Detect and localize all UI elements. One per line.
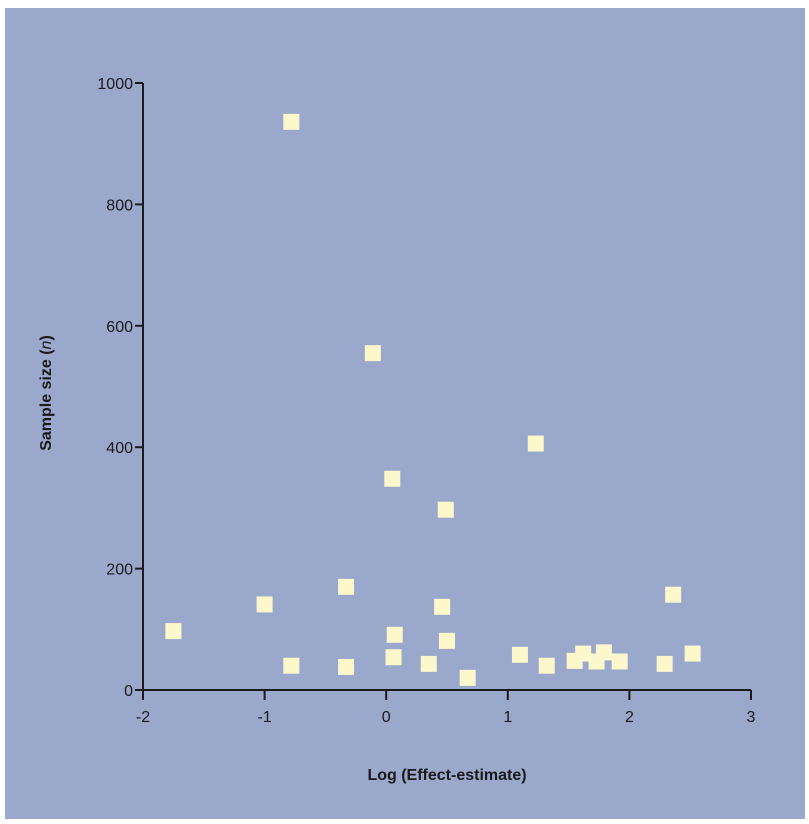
data-point: [665, 586, 682, 603]
data-point: [439, 632, 455, 649]
x-tick-label: 1: [503, 709, 512, 726]
y-tick-label: 1000: [97, 76, 133, 93]
data-point: [437, 501, 454, 518]
data-point: [684, 645, 701, 662]
data-point: [511, 646, 528, 663]
x-tick-label: -2: [136, 709, 150, 726]
chart-panel: 0 200 400 600 800 1000 -2 -1 0 1 2 3 Log (Effect-es…: [5, 8, 805, 819]
x-tick-label: 2: [625, 709, 634, 726]
data-point: [595, 644, 612, 661]
x-axis-title: Log (Effect-estimate): [367, 767, 526, 784]
x-tick-label: -1: [257, 709, 271, 726]
data-point: [575, 645, 592, 662]
data-point: [611, 653, 628, 670]
data-point: [338, 658, 355, 675]
data-point: [256, 596, 273, 613]
x-tick-label: 3: [747, 709, 756, 726]
data-point: [420, 655, 437, 672]
data-point: [364, 345, 381, 362]
data-point: [656, 655, 673, 672]
data-point: [459, 669, 476, 686]
data-point: [527, 435, 544, 452]
data-point: [283, 657, 300, 674]
data-point: [165, 623, 182, 640]
y-axis-title-prefix: Sample size (: [38, 349, 55, 451]
y-tick-label: 200: [106, 562, 133, 579]
y-axis-title-italic: n: [38, 340, 55, 349]
y-axis-title: Sample size (n): [38, 335, 55, 451]
x-tick-label: 0: [382, 709, 391, 726]
y-axis-title-suffix: ): [38, 335, 55, 340]
y-tick-label: 600: [106, 319, 133, 336]
data-point: [283, 113, 300, 130]
axes: 0 200 400 600 800 1000 -2 -1 0 1 2 3: [97, 76, 755, 726]
data-point: [338, 578, 355, 595]
scatter-chart: 0 200 400 600 800 1000 -2 -1 0 1 2 3 Log (Effect-es…: [5, 8, 805, 819]
data-point: [434, 598, 451, 615]
data-point: [385, 649, 402, 666]
data-point: [538, 657, 555, 674]
data-point: [384, 470, 401, 487]
chart-background: [5, 8, 805, 819]
data-points: [165, 113, 701, 686]
y-tick-label: 800: [106, 197, 133, 214]
y-tick-label: 400: [106, 440, 133, 457]
y-tick-label: 0: [124, 683, 133, 700]
data-point: [386, 626, 403, 643]
